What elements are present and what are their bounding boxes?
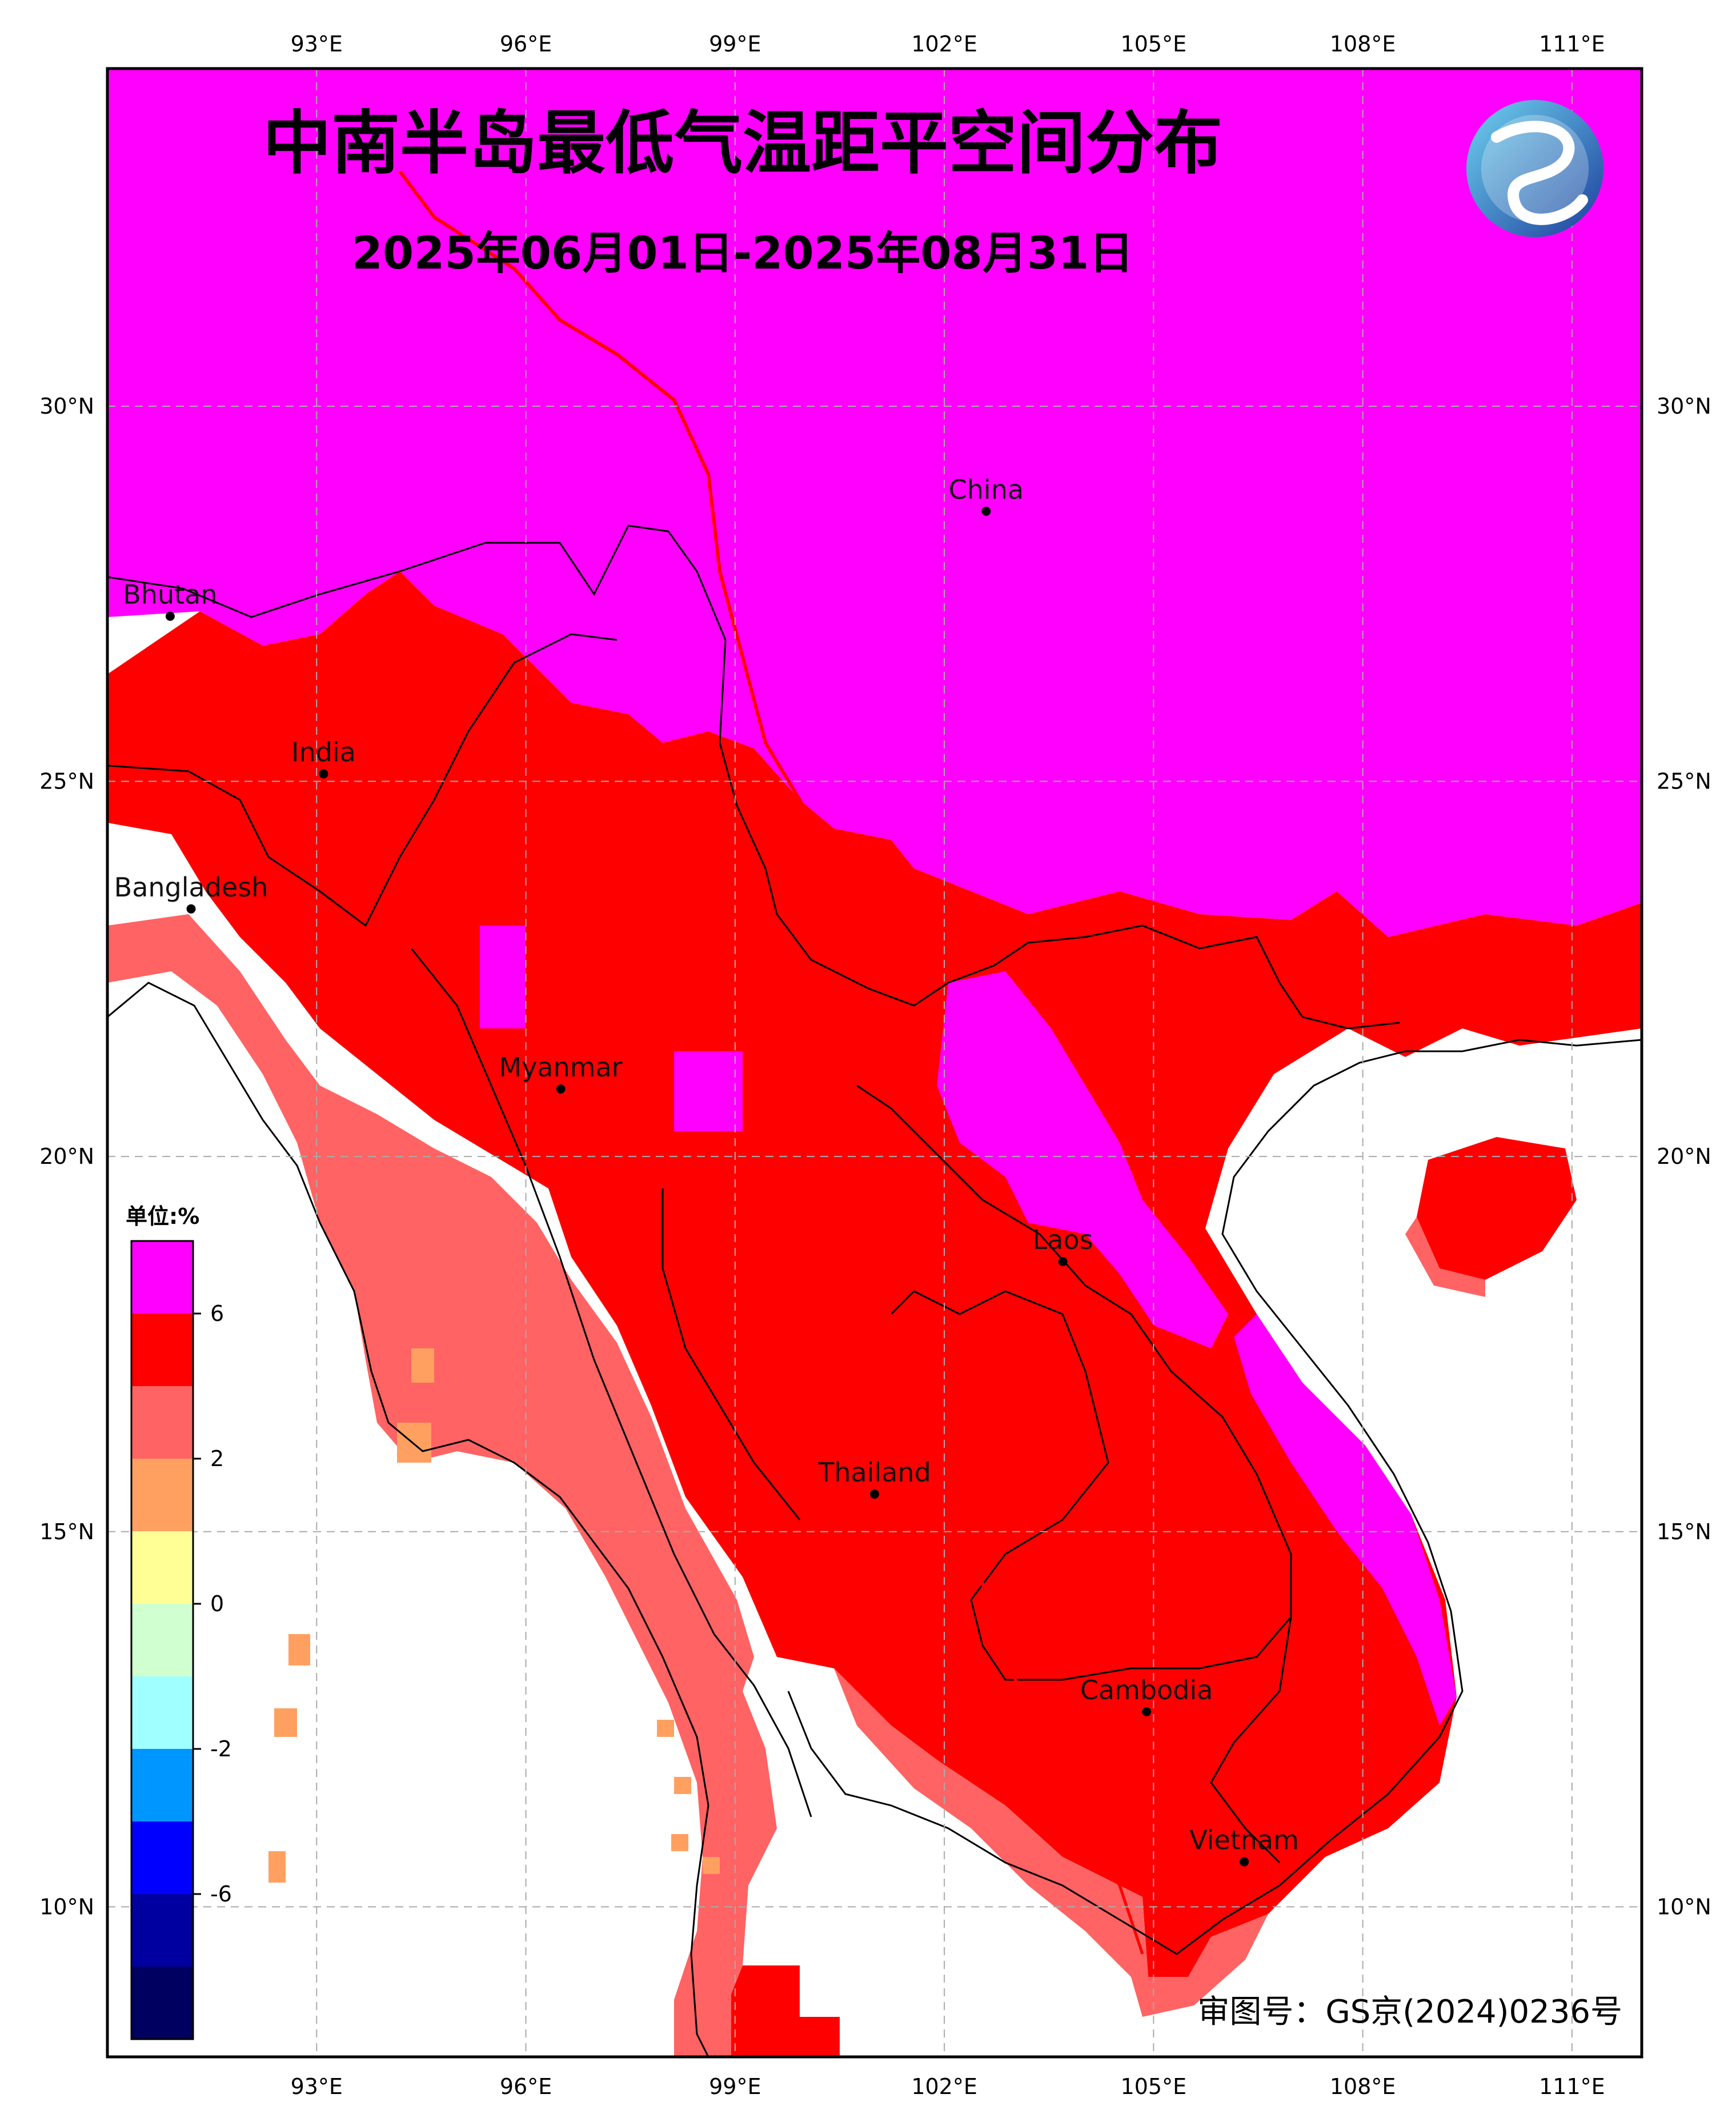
place-marker	[870, 1490, 879, 1499]
anomaly-region-moderate-west	[107, 914, 777, 2057]
place-label: Cambodia	[1080, 1675, 1213, 1705]
coastline-gulf	[787, 1039, 1642, 1955]
place-label: China	[949, 474, 1024, 505]
lat-tick-labels-left: 30°N 25°N 20°N 15°N 10°N	[39, 394, 94, 1919]
legend-swatch	[131, 1531, 193, 1604]
legend: 单位:% 6 2 0 -2 -6	[126, 1204, 232, 2040]
lat-tick-label: 30°N	[39, 394, 94, 419]
province-boundary-red	[398, 170, 836, 892]
legend-swatch	[131, 1967, 193, 2039]
legend-tick-label: 2	[210, 1446, 224, 1471]
place-label: Thailand	[817, 1457, 931, 1488]
place-label: India	[291, 736, 356, 767]
place-labels: China Bhutan India Bangladesh Myanmar Laos Tha…	[114, 474, 1299, 1867]
lat-tick-label: 20°N	[39, 1144, 94, 1169]
lat-tick-label: 25°N	[1657, 769, 1711, 794]
lon-tick-label: 111°E	[1539, 2074, 1605, 2099]
place-label: Laos	[1033, 1224, 1093, 1255]
lon-tick-labels-top: 93°E 96°E 99°E 102°E 105°E 108°E 111°E	[291, 31, 1605, 57]
lat-tick-label: 30°N	[1657, 394, 1711, 419]
lon-tick-label: 102°E	[911, 31, 977, 57]
lat-tick-label: 15°N	[1657, 1519, 1711, 1544]
map-title: 中南半岛最低气温距平空间分布	[263, 104, 1222, 183]
lat-tick-label: 15°N	[39, 1519, 94, 1544]
lon-tick-label: 102°E	[911, 2074, 977, 2099]
place-marker	[556, 1084, 566, 1094]
country-borders	[107, 525, 1400, 1864]
legend-tick-labels: 6 2 0 -2 -6	[193, 1301, 232, 1907]
legend-tick-label: -2	[210, 1736, 232, 1761]
lon-tick-label: 93°E	[291, 31, 343, 57]
lon-tick-label: 96°E	[500, 2074, 552, 2099]
place-marker	[186, 904, 196, 914]
legend-swatch	[131, 1749, 193, 1821]
place-marker	[1142, 1707, 1152, 1716]
lon-tick-labels-bottom: 93°E 96°E 99°E 102°E 105°E 108°E 111°E	[291, 2074, 1605, 2099]
legend-tick-label: 0	[210, 1591, 224, 1616]
province-boundary-red-south	[969, 1542, 1144, 1955]
legend-swatch	[131, 1314, 193, 1386]
place-marker	[981, 506, 991, 516]
anomaly-patch-very-high-laos	[937, 971, 1228, 1348]
legend-tick-label: 6	[210, 1301, 224, 1326]
lon-tick-label: 111°E	[1539, 31, 1605, 57]
legend-swatch	[131, 1676, 193, 1749]
place-label: Myanmar	[499, 1052, 623, 1083]
lon-tick-label: 105°E	[1121, 31, 1187, 57]
coastline	[107, 982, 709, 2057]
legend-border	[130, 1240, 194, 2040]
anomaly-region-hainan-fringe	[1405, 1217, 1485, 1297]
anomaly-patch-very-high-myanmar	[480, 926, 743, 1131]
lat-tick-label: 10°N	[1657, 1894, 1711, 1919]
legend-tick-label: -6	[210, 1881, 232, 1907]
lon-tick-label: 96°E	[500, 31, 552, 57]
map-subtitle: 2025年06月01日-2025年08月31日	[352, 228, 1134, 279]
place-label: Bhutan	[123, 579, 217, 610]
anomaly-pixels-low	[268, 1348, 720, 1883]
place-marker	[165, 611, 175, 621]
lat-tick-labels-right: 30°N 25°N 20°N 15°N 10°N	[1657, 394, 1711, 1919]
legend-unit: 单位:%	[126, 1204, 199, 1229]
anomaly-region-high-peninsula	[731, 1965, 840, 2057]
lon-tick-label: 99°E	[709, 31, 761, 57]
place-marker	[1058, 1257, 1068, 1266]
lat-tick-label: 25°N	[39, 769, 94, 794]
anomaly-patch-very-high-vietnam-coast	[1234, 1314, 1457, 1725]
lon-tick-label: 105°E	[1121, 2074, 1187, 2099]
lat-tick-label: 20°N	[1657, 1144, 1711, 1169]
place-label: Vietnam	[1189, 1825, 1299, 1856]
lon-tick-label: 99°E	[709, 2074, 761, 2099]
lon-tick-label: 108°E	[1330, 2074, 1396, 2099]
legend-colorbar	[130, 1240, 194, 2040]
legend-swatch	[131, 1604, 193, 1676]
place-marker	[319, 769, 328, 779]
legend-swatch	[131, 1894, 193, 1967]
legend-swatch	[131, 1821, 193, 1894]
gridlines	[107, 69, 1642, 2057]
map-body	[107, 69, 1642, 2057]
place-label: Bangladesh	[114, 872, 268, 903]
anomaly-region-high	[107, 571, 1642, 1977]
logo-emblem	[1466, 100, 1603, 237]
anomaly-region-hainan	[1417, 1137, 1577, 1280]
lat-tick-label: 10°N	[39, 1894, 94, 1919]
legend-swatch	[131, 1386, 193, 1459]
anomaly-region-very-high-north	[107, 69, 1642, 937]
map-frame	[106, 67, 1643, 2059]
lon-tick-label: 93°E	[291, 2074, 343, 2099]
lon-tick-label: 108°E	[1330, 31, 1396, 57]
review-number: 审图号：GS京(2024)0236号	[1197, 1993, 1622, 2031]
legend-swatch	[131, 1241, 193, 1314]
legend-swatch	[131, 1459, 193, 1531]
place-marker	[1240, 1857, 1249, 1867]
